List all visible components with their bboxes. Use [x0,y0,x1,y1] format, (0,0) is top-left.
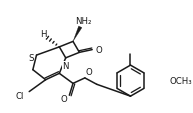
Text: O: O [95,46,102,55]
Text: H: H [41,29,47,38]
Text: O: O [85,67,92,76]
Polygon shape [73,27,82,42]
Text: O: O [60,95,67,104]
Text: NH₂: NH₂ [75,17,91,26]
Text: OCH₃: OCH₃ [170,77,192,85]
Text: N: N [63,61,69,70]
Text: Cl: Cl [16,91,24,100]
Text: S: S [28,54,34,63]
